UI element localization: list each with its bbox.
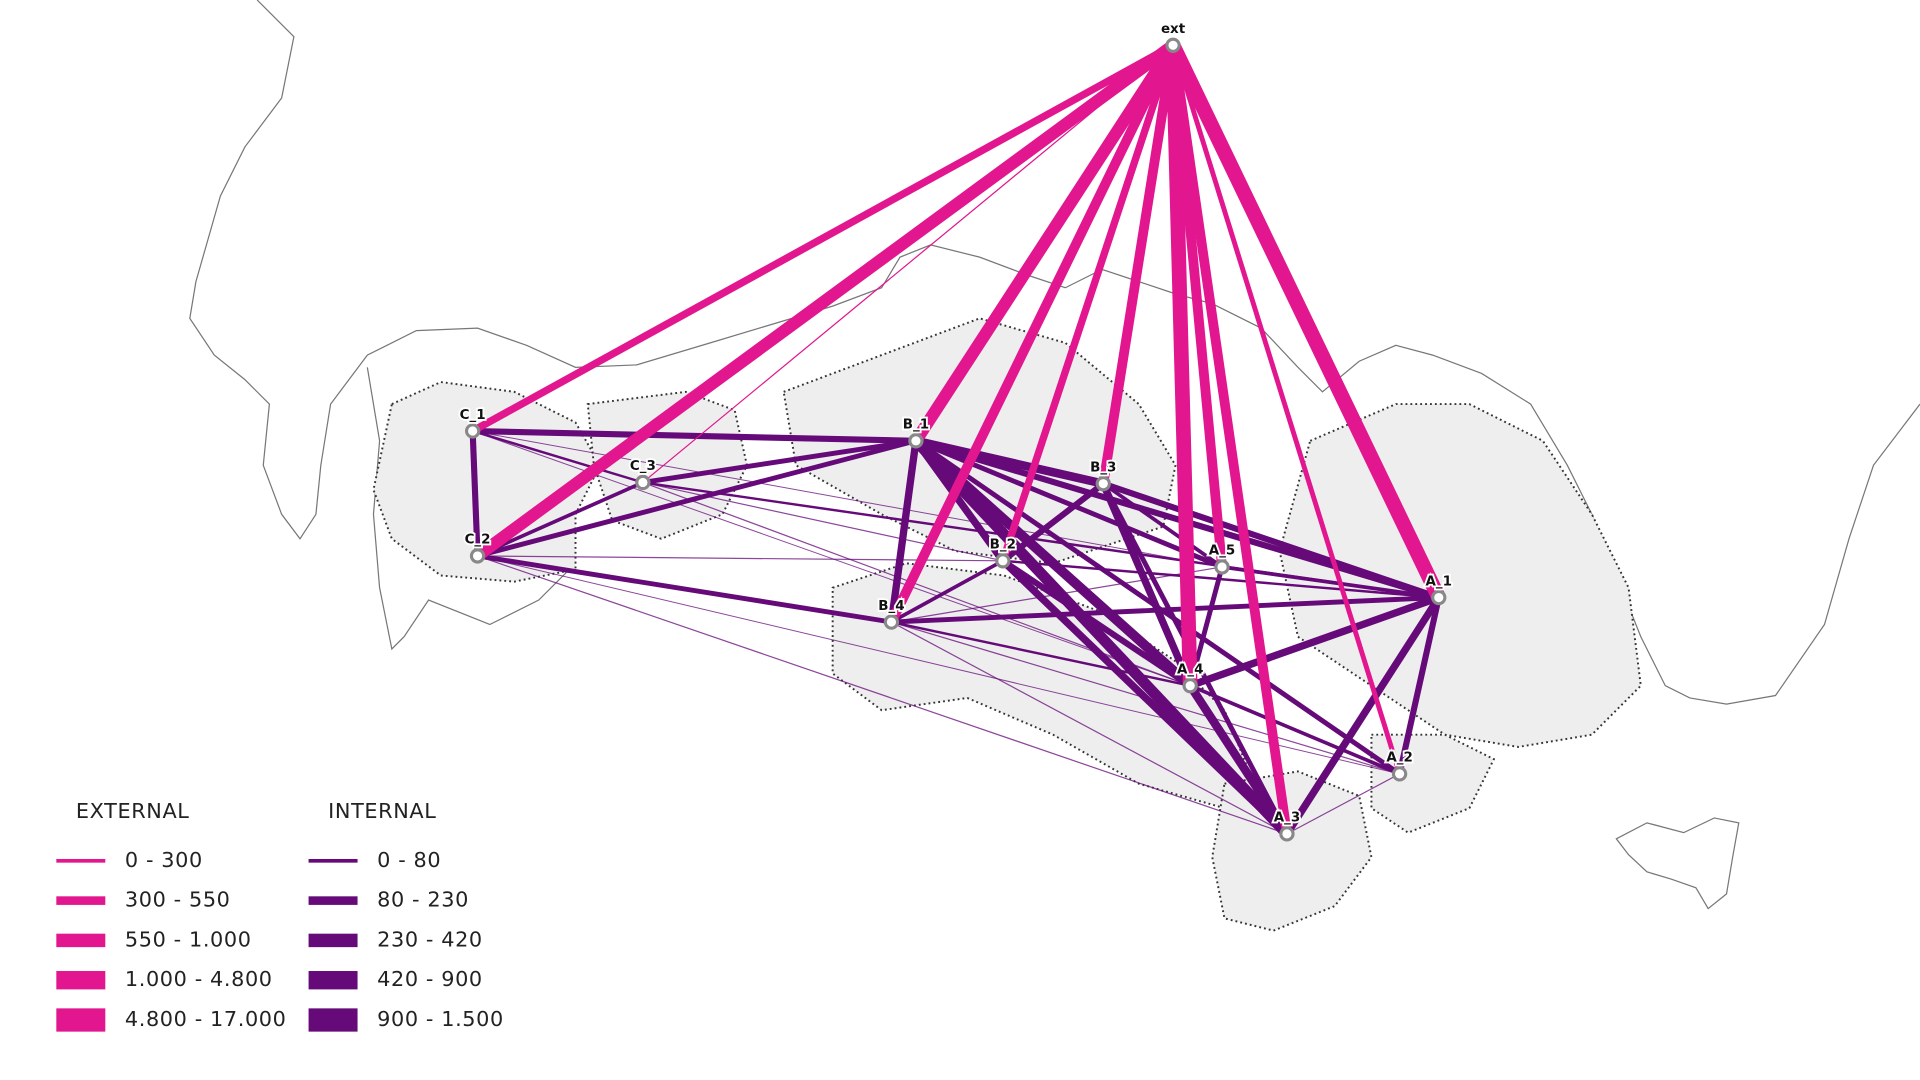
legend-swatch: [56, 971, 106, 990]
node: [1279, 826, 1295, 842]
internal-flow: [472, 429, 644, 484]
legend-title: EXTERNAL: [76, 799, 190, 823]
internal-flow: [1188, 594, 1441, 690]
internal-flow: [891, 621, 1400, 775]
internal-flow: [1283, 595, 1442, 836]
node-label: A_2: [1386, 751, 1413, 766]
node-label: A_1: [1426, 574, 1453, 589]
node-label: A_3: [1274, 811, 1301, 826]
node: [908, 433, 924, 449]
internal-flow: [911, 437, 1291, 838]
external-flow: [1170, 44, 1402, 775]
node-label: C_2: [465, 533, 491, 548]
legend-label: 80 - 230: [377, 888, 469, 912]
external-flow: [1168, 44, 1292, 835]
internal-flow: [1102, 480, 1440, 601]
node: [465, 423, 481, 439]
node: [1431, 589, 1447, 606]
legend-swatch: [56, 933, 106, 948]
internal-flow: [1001, 558, 1192, 689]
internal-flow: [472, 427, 916, 444]
external-flow: [470, 42, 1175, 435]
node: [995, 553, 1011, 569]
external-flow: [910, 41, 1179, 445]
legend-label: 230 - 420: [377, 927, 483, 951]
internal-flow: [642, 438, 917, 485]
node: [469, 548, 486, 564]
internal-flow: [1189, 684, 1401, 776]
legend-label: 1.000 - 4.800: [125, 967, 273, 991]
legend-swatch: [308, 1008, 358, 1032]
internal-flow: [1396, 596, 1442, 775]
node-label: ext: [1161, 22, 1186, 37]
legend-swatch: [308, 896, 358, 905]
legend-swatch: [56, 896, 106, 905]
external-flow: [999, 44, 1177, 562]
internal-flow: [476, 480, 644, 558]
internal-flow: [642, 481, 1003, 562]
node-label: B_3: [1090, 460, 1116, 475]
legend-swatch: [56, 1008, 106, 1032]
internal-flow: [1286, 773, 1400, 835]
legend-swatch: [308, 858, 358, 863]
external-flow: [887, 43, 1178, 625]
internal-flow: [915, 437, 1440, 601]
zones: [372, 317, 1642, 932]
legend-label: 300 - 550: [125, 888, 231, 912]
internal-flow: [1186, 683, 1291, 837]
legend: EXTERNAL 0 - 300 300 - 550 550 - 1.000 1.000…: [56, 799, 504, 1032]
internal-flow: [1102, 482, 1224, 569]
node-label: B_2: [990, 538, 1016, 553]
internal-flow: [477, 555, 1288, 835]
legend-label: 420 - 900: [377, 967, 483, 991]
legend-label: 550 - 1.000: [125, 927, 252, 951]
internal-flow: [891, 621, 1288, 835]
internal-flow: [1000, 481, 1106, 564]
node-label: A_4: [1177, 662, 1204, 677]
node: [1182, 678, 1198, 694]
internal-flow: [891, 620, 1191, 687]
legend-label: 4.800 - 17.000: [125, 1007, 287, 1031]
external-flow: [1098, 44, 1178, 485]
node: [1214, 559, 1230, 575]
internal-flow: [477, 555, 1003, 562]
internal-flow: [887, 440, 920, 623]
external-flow: [1166, 42, 1446, 601]
legend-label: 0 - 300: [125, 848, 203, 872]
internal-flow: [912, 438, 1006, 563]
edges: [469, 40, 1446, 838]
node-label: C_1: [460, 408, 486, 423]
internal-flow: [477, 555, 1400, 775]
node: [1391, 766, 1408, 782]
external-flow: [642, 44, 1174, 483]
node-label: C_3: [630, 459, 656, 474]
legend-swatch: [308, 933, 358, 948]
legend-swatch: [308, 971, 358, 990]
external-flow: [473, 40, 1177, 561]
internal-flow: [476, 438, 917, 559]
external-flow: [1165, 45, 1198, 686]
internal-flow: [472, 430, 1223, 568]
node-label: B_1: [903, 418, 929, 433]
internal-flow: [890, 559, 1004, 624]
nodes: ext C_1 C_2 C_3 B_1 B_2 B_3 B_4 A_1 A_2 A_3 A_4 A_5: [458, 20, 1454, 842]
node: [1095, 476, 1111, 492]
node: [883, 614, 900, 630]
node: [1165, 37, 1181, 53]
legend-title: INTERNAL: [328, 799, 436, 823]
node: [635, 474, 651, 491]
node-label: B_4: [878, 599, 904, 614]
internal-flow: [469, 430, 481, 557]
legend-label: 0 - 80: [377, 848, 441, 872]
internal-flow: [1099, 482, 1194, 688]
internal-flow: [477, 553, 892, 625]
internal-flow: [891, 566, 1223, 623]
node-label: A_5: [1209, 544, 1236, 559]
legend-swatch: [56, 858, 106, 863]
internal-flow: [1221, 565, 1440, 600]
legend-label: 900 - 1.500: [377, 1007, 504, 1031]
